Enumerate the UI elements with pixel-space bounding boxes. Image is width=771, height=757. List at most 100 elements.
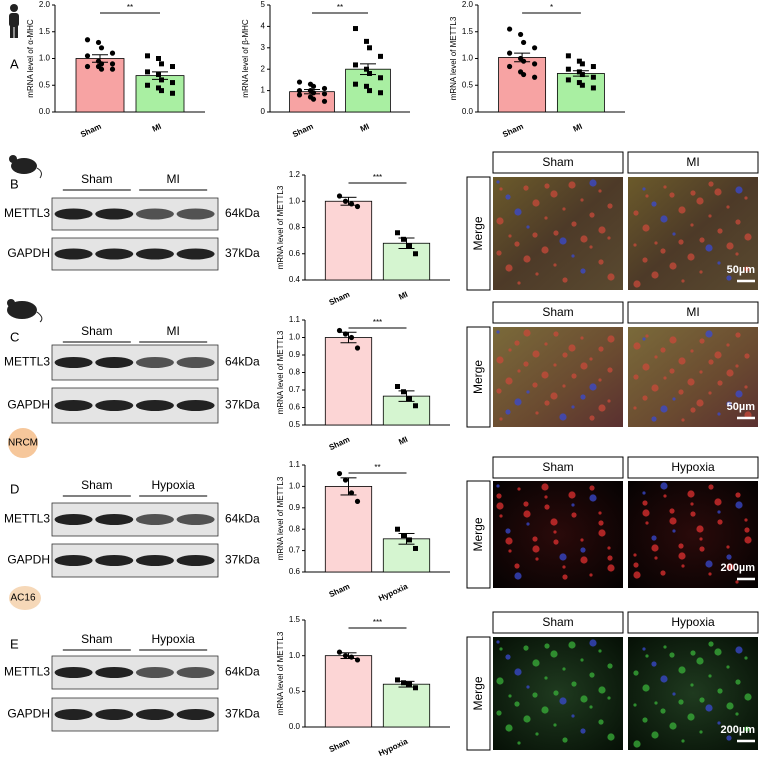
significance-label: *	[550, 3, 553, 12]
blot-band	[135, 357, 174, 368]
cell	[559, 237, 567, 245]
cell	[553, 539, 559, 545]
y-tick-label: 1.1	[289, 460, 301, 469]
cell	[633, 703, 637, 707]
cell	[696, 525, 704, 533]
y-tick-label: 0.9	[289, 503, 301, 512]
blot-band	[95, 400, 134, 411]
cell	[571, 714, 575, 718]
data-point	[98, 66, 105, 72]
cell	[726, 401, 732, 407]
cell	[535, 411, 539, 415]
cell	[514, 340, 520, 346]
blot-band	[176, 667, 215, 678]
cell	[589, 357, 593, 361]
data-point	[395, 384, 400, 389]
cell	[687, 253, 695, 261]
data-point	[109, 66, 116, 72]
y-tick-label: 2.0	[39, 0, 51, 9]
cell	[589, 494, 597, 502]
cell	[699, 697, 705, 703]
cell	[523, 501, 529, 507]
cell	[550, 392, 558, 400]
image-title: Hypoxia	[671, 460, 715, 474]
cell	[744, 527, 750, 533]
cell	[580, 695, 588, 703]
cell	[705, 704, 713, 712]
cell	[598, 719, 604, 725]
significance-label: ***	[373, 318, 382, 327]
micrograph	[628, 637, 758, 750]
cell	[514, 563, 520, 569]
y-tick-label: 2.0	[462, 0, 474, 9]
blot-kda: 64kDa	[225, 512, 260, 526]
blot-row-label: METTL3	[4, 355, 50, 369]
cell	[532, 199, 540, 207]
error-bar	[340, 331, 357, 344]
cell	[642, 224, 650, 232]
cell	[562, 384, 566, 388]
x-tick-label: Sham	[328, 582, 352, 599]
data-point	[170, 80, 175, 86]
blot-kda: 37kDa	[225, 398, 260, 412]
blot-band	[135, 709, 174, 720]
x-tick-label: MI	[151, 122, 163, 134]
cell	[651, 201, 657, 207]
cell	[681, 279, 685, 283]
cell	[532, 232, 538, 238]
cell	[562, 737, 568, 743]
y-tick-label: 1.5	[289, 615, 301, 624]
y-tick-label: 0.5	[39, 80, 51, 89]
side-label-box	[466, 176, 491, 291]
cell	[559, 553, 567, 561]
data-point	[565, 53, 571, 59]
y-tick-label: 1	[261, 86, 266, 95]
cell	[523, 361, 529, 367]
cell	[660, 405, 668, 413]
cell	[672, 529, 676, 533]
y-tick-label: 0.6	[289, 249, 301, 258]
data-point	[407, 537, 412, 543]
y-axis-label: mRNA level of METTL3	[449, 16, 458, 100]
blot-group-label: Sham	[81, 324, 112, 338]
blot-band	[54, 248, 93, 260]
data-point	[507, 26, 513, 32]
cell	[669, 192, 675, 198]
data-point	[579, 82, 585, 88]
data-point	[145, 82, 150, 88]
bar	[324, 337, 373, 426]
cell	[717, 412, 721, 416]
cell	[526, 390, 530, 394]
micrograph	[628, 481, 758, 588]
cell	[669, 508, 675, 514]
side-label: Merge	[471, 676, 485, 710]
cell	[553, 690, 559, 696]
cell	[690, 190, 696, 196]
cell	[541, 246, 549, 254]
cell	[714, 351, 722, 359]
x-tick-label: MI	[359, 122, 371, 134]
blot-kda: 37kDa	[225, 246, 260, 260]
blot-row-label: METTL3	[4, 665, 50, 679]
blot-group-label: Hypoxia	[152, 632, 196, 646]
cell	[663, 645, 667, 649]
cell	[660, 248, 666, 254]
data-point	[84, 37, 91, 43]
blot-group-label: Sham	[81, 632, 112, 646]
cell	[654, 701, 658, 705]
x-tick-label: Hypoxia	[377, 582, 410, 604]
cell	[541, 483, 549, 491]
side-label: Merge	[471, 360, 485, 394]
data-point	[156, 56, 161, 61]
blot-band	[135, 248, 174, 260]
blot-band	[176, 555, 215, 566]
cell	[633, 280, 641, 288]
cell	[580, 394, 586, 400]
blot-kda: 64kDa	[225, 206, 260, 220]
scale-label: 200µm	[721, 724, 756, 736]
blot-band	[135, 208, 174, 220]
cell	[678, 389, 684, 395]
data-point	[170, 90, 175, 96]
cell	[562, 667, 566, 671]
